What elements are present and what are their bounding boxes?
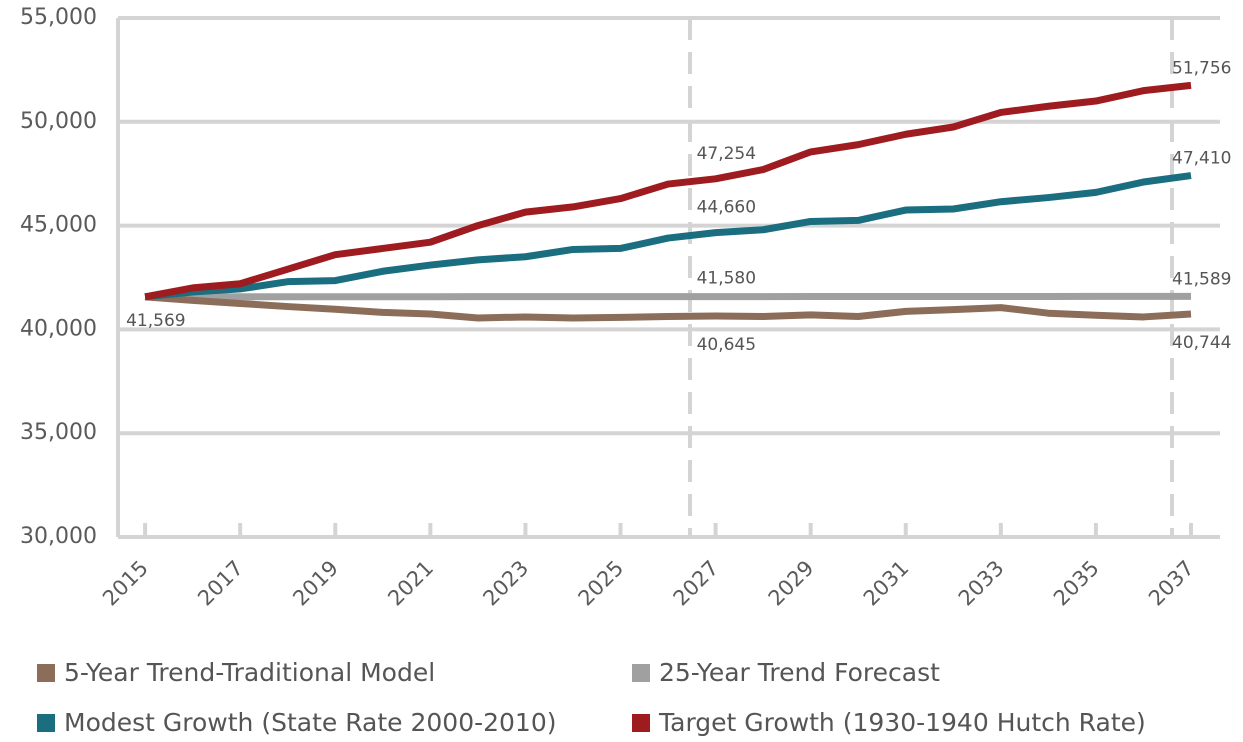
value-label: 41,569	[126, 311, 185, 331]
series-line	[144, 81, 1192, 301]
y-tick-label: 30,000	[20, 524, 97, 549]
legend-swatch	[37, 664, 55, 682]
x-tick-label: 2037	[1144, 556, 1199, 611]
series-line	[144, 293, 1192, 322]
y-tick-label: 35,000	[20, 420, 97, 445]
x-tick-label: 2031	[859, 556, 914, 611]
value-label: 41,589	[1172, 269, 1231, 289]
x-tick-label: 2023	[478, 556, 533, 611]
value-label: 47,254	[697, 144, 756, 164]
x-tick-label: 2035	[1049, 556, 1104, 611]
x-tick-label: 2015	[98, 556, 153, 611]
series-line	[144, 172, 1192, 301]
value-label: 47,410	[1172, 149, 1231, 169]
value-label: 40,645	[697, 335, 756, 355]
legend-swatch	[632, 664, 650, 682]
legend-label: 25-Year Trend Forecast	[659, 658, 940, 687]
legend-swatch	[632, 714, 650, 732]
x-tick-label: 2025	[574, 556, 629, 611]
x-tick-label: 2033	[954, 556, 1009, 611]
x-tick-label: 2019	[288, 556, 343, 611]
legend-label: 5-Year Trend-Traditional Model	[64, 658, 435, 687]
value-label: 51,756	[1172, 58, 1231, 78]
x-tick-label: 2027	[669, 556, 724, 611]
value-label: 41,580	[697, 269, 756, 289]
y-tick-label: 55,000	[20, 5, 97, 30]
value-label: 44,660	[697, 198, 756, 218]
x-tick-label: 2021	[383, 556, 438, 611]
legend-label: Target Growth (1930-1940 Hutch Rate)	[658, 708, 1146, 737]
value-label: 40,744	[1172, 333, 1231, 353]
x-tick-label: 2029	[764, 556, 819, 611]
y-tick-label: 50,000	[20, 109, 97, 134]
legend-label: Modest Growth (State Rate 2000-2010)	[64, 708, 557, 737]
x-tick-label: 2017	[193, 556, 248, 611]
legend-swatch	[37, 714, 55, 732]
y-tick-label: 45,000	[20, 213, 97, 238]
y-tick-label: 40,000	[20, 316, 97, 341]
